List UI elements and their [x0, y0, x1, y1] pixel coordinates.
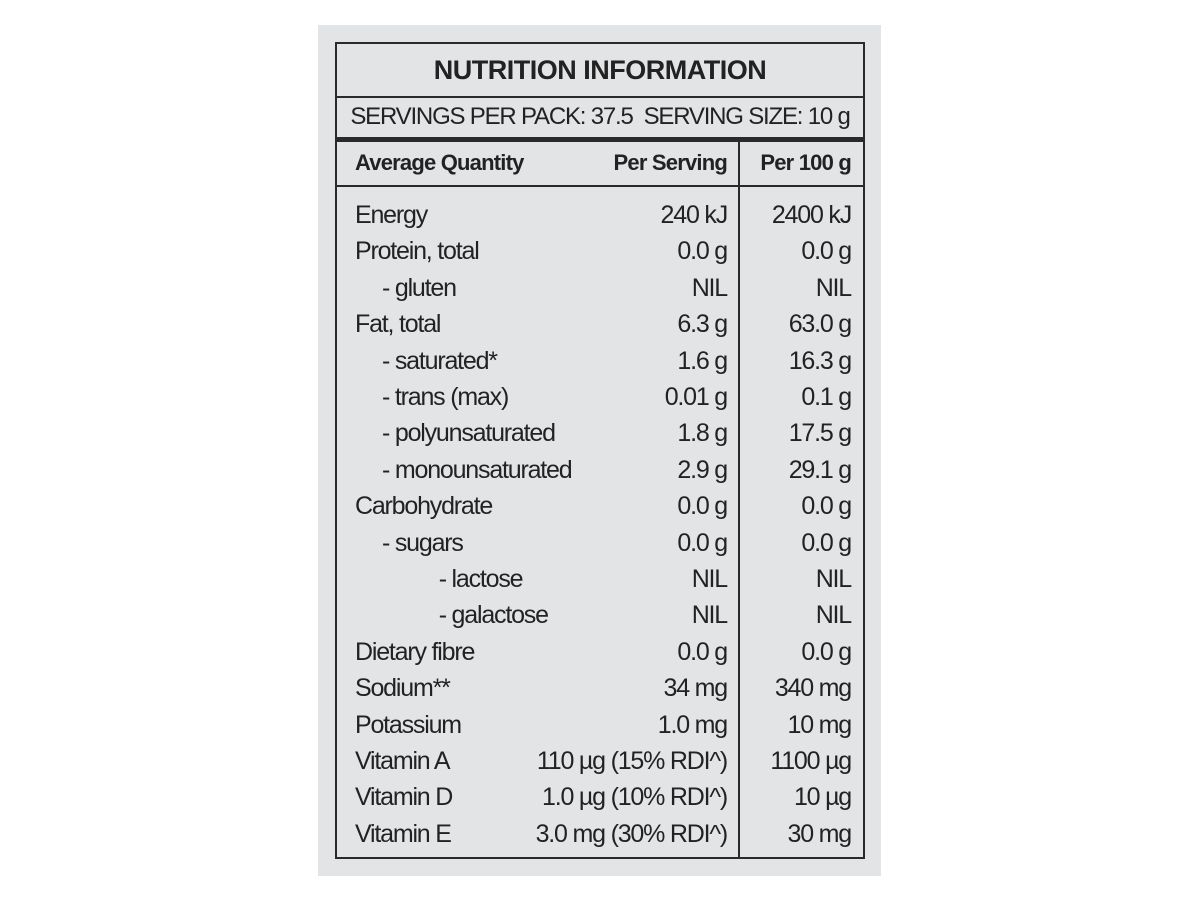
row-label: Dietary fibre	[355, 637, 475, 666]
per-serving: 6.3 g	[677, 310, 728, 339]
row-label: - saturated*	[382, 346, 498, 375]
per-100g: 16.3 g	[788, 346, 853, 375]
header-cell: Per 100 g	[760, 150, 851, 175]
row-label: Vitamin E	[355, 819, 452, 848]
per-100g: NIL	[815, 601, 853, 630]
per-100g: 0.0 g	[801, 492, 852, 521]
per-100g: 10 µg	[793, 783, 852, 812]
row-label: Energy	[355, 201, 428, 229]
per-serving: NIL	[691, 273, 729, 302]
divider	[337, 96, 863, 98]
per-serving: 0.0 g	[677, 492, 728, 521]
row-label: Potassium	[355, 710, 462, 739]
per-serving: 110 µg (15% RDI^)	[536, 747, 728, 775]
per-serving: 1.0 mg	[657, 710, 728, 739]
per-100g: 0.1 g	[801, 383, 852, 411]
per-serving: 1.6 g	[677, 346, 728, 375]
per-serving: 2.9 g	[677, 455, 728, 484]
label-panel: NUTRITION INFORMATION SERVINGS PER PACK:…	[318, 25, 881, 876]
header-cell: Average Quantity	[355, 150, 524, 175]
row-label: - polyunsaturated	[382, 419, 556, 448]
per-serving: 3.0 mg (30% RDI^)	[535, 819, 729, 848]
per-serving: 240 kJ	[660, 201, 729, 229]
label-border: NUTRITION INFORMATION SERVINGS PER PACK:…	[335, 42, 865, 859]
per-serving: 1.8 g	[677, 419, 728, 448]
row-label: Carbohydrate	[355, 492, 493, 521]
per-100g: 0.0 g	[801, 528, 852, 557]
per-serving: 0.0 g	[677, 637, 728, 666]
title: NUTRITION INFORMATION	[433, 55, 767, 85]
per-100g: 30 mg	[787, 819, 853, 848]
per-serving: NIL	[691, 565, 729, 593]
per-serving: NIL	[691, 601, 729, 630]
row-label: Protein, total	[355, 237, 480, 266]
row-label: Sodium**	[355, 674, 451, 703]
row-label: Vitamin A	[355, 747, 451, 775]
row-label: - trans (max)	[382, 383, 509, 411]
per-serving: 34 mg	[663, 674, 729, 703]
row-label: Vitamin D	[355, 783, 453, 812]
row-label: - galactose	[438, 601, 549, 630]
per-100g: 0.0 g	[801, 637, 852, 666]
per-100g: 17.5 g	[788, 419, 853, 448]
per-100g: 10 mg	[787, 710, 853, 739]
per-100g: 0.0 g	[801, 237, 852, 266]
header-cell: Per Serving	[613, 150, 728, 175]
per-100g: 29.1 g	[788, 455, 853, 484]
divider	[337, 185, 863, 187]
per-serving: 0.01 g	[664, 383, 729, 411]
per-100g: 2400 kJ	[771, 201, 852, 229]
row-label: - gluten	[382, 273, 457, 302]
per-100g: 1100 µg	[770, 747, 852, 775]
per-serving: 0.0 g	[677, 528, 728, 557]
per-100g: NIL	[815, 273, 853, 302]
row-label: - monounsaturated	[382, 455, 573, 484]
row-label: Fat, total	[355, 310, 441, 339]
servings: SERVINGS PER PACK: 37.5 SERVING SIZE: 10…	[350, 103, 850, 130]
divider-thick	[337, 137, 863, 142]
per-100g: NIL	[815, 565, 853, 593]
per-100g: 63.0 g	[788, 310, 853, 339]
per-serving: 1.0 µg (10% RDI^)	[542, 783, 728, 812]
per-serving: 0.0 g	[677, 237, 728, 266]
row-label: - sugars	[382, 528, 464, 557]
per-100g: 340 mg	[774, 674, 852, 703]
column-divider	[738, 142, 740, 857]
row-label: - lactose	[438, 565, 524, 593]
